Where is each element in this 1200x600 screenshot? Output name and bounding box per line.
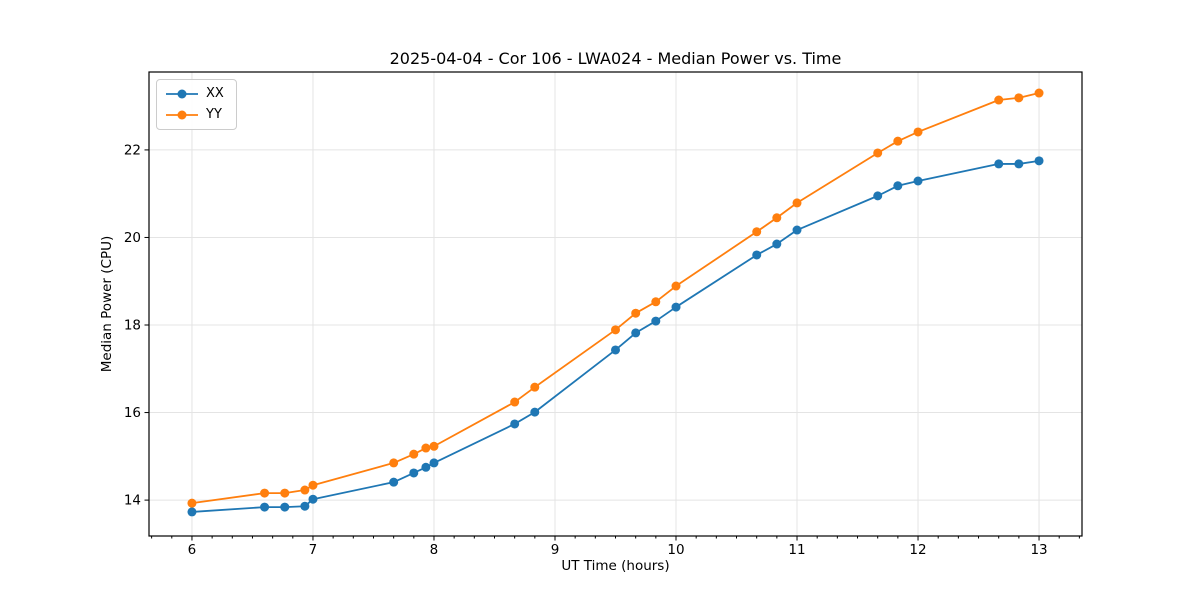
data-point-yy xyxy=(510,397,520,407)
x-tick-label: 13 xyxy=(1030,542,1047,558)
data-point-xx xyxy=(280,502,290,512)
data-point-yy xyxy=(421,443,431,453)
data-point-xx xyxy=(772,239,782,249)
y-tick-label: 14 xyxy=(124,493,141,509)
x-tick-label: 7 xyxy=(309,542,318,558)
data-point-yy xyxy=(389,458,399,468)
data-point-xx xyxy=(308,494,318,504)
data-point-yy xyxy=(772,213,782,223)
data-point-yy xyxy=(530,382,540,392)
x-tick-label: 11 xyxy=(788,542,805,558)
data-point-yy xyxy=(893,136,903,146)
data-point-xx xyxy=(187,507,197,517)
data-point-yy xyxy=(913,127,923,137)
data-point-yy xyxy=(1014,93,1024,103)
x-tick-label: 9 xyxy=(551,542,560,558)
data-point-xx xyxy=(389,477,399,487)
data-point-yy xyxy=(300,485,310,495)
data-point-xx xyxy=(994,159,1004,169)
data-point-xx xyxy=(1014,159,1024,169)
y-axis-label: Median Power (CPU) xyxy=(99,235,115,373)
series-yy-line-icon xyxy=(165,108,199,122)
data-point-xx xyxy=(429,458,439,468)
plot-border xyxy=(148,71,1083,537)
series-line-yy xyxy=(191,92,1040,505)
data-point-xx xyxy=(421,462,431,472)
data-point-xx xyxy=(611,345,620,355)
data-point-yy xyxy=(611,325,620,335)
legend-item-xx: XX xyxy=(165,85,224,103)
data-point-yy xyxy=(873,148,883,158)
data-point-yy xyxy=(651,297,661,307)
data-point-xx xyxy=(913,176,923,186)
data-point-xx xyxy=(893,181,903,191)
data-point-yy xyxy=(429,441,439,451)
legend: XX YY xyxy=(156,79,237,130)
y-tick-label: 18 xyxy=(124,318,141,334)
chart-title: 2025-04-04 - Cor 106 - LWA024 - Median P… xyxy=(389,49,842,68)
x-tick-label: 6 xyxy=(188,542,197,558)
legend-label-xx: XX xyxy=(206,86,224,101)
x-axis-label: UT Time (hours) xyxy=(561,558,670,574)
data-point-yy xyxy=(671,281,681,291)
data-point-yy xyxy=(409,449,419,459)
data-point-yy xyxy=(994,95,1004,105)
data-point-xx xyxy=(671,302,681,312)
data-point-yy xyxy=(631,308,641,318)
data-point-xx xyxy=(530,407,540,417)
data-point-yy xyxy=(280,488,290,498)
y-tick-label: 16 xyxy=(124,405,141,421)
legend-label-yy: YY xyxy=(206,107,222,122)
series-xx-line-icon xyxy=(165,87,199,101)
data-point-yy xyxy=(308,480,318,490)
data-point-xx xyxy=(1034,156,1044,166)
data-point-xx xyxy=(409,468,419,478)
data-point-yy xyxy=(1034,88,1044,98)
data-point-xx xyxy=(651,316,661,326)
x-tick-label: 12 xyxy=(909,542,926,558)
data-point-yy xyxy=(792,198,802,208)
x-tick-label: 10 xyxy=(667,542,684,558)
x-tick-label: 8 xyxy=(430,542,439,558)
series-line-xx xyxy=(191,159,1040,513)
data-point-yy xyxy=(260,488,270,498)
data-point-yy xyxy=(187,498,197,508)
data-point-xx xyxy=(752,250,762,260)
data-point-xx xyxy=(873,191,883,201)
data-point-xx xyxy=(792,225,802,235)
legend-item-yy: YY xyxy=(165,106,224,124)
y-tick-label: 20 xyxy=(124,230,141,246)
data-point-xx xyxy=(631,328,641,338)
data-point-xx xyxy=(510,419,520,429)
data-point-xx xyxy=(300,501,310,511)
y-tick-label: 22 xyxy=(124,142,141,158)
data-point-xx xyxy=(260,502,270,512)
data-point-yy xyxy=(752,227,762,237)
